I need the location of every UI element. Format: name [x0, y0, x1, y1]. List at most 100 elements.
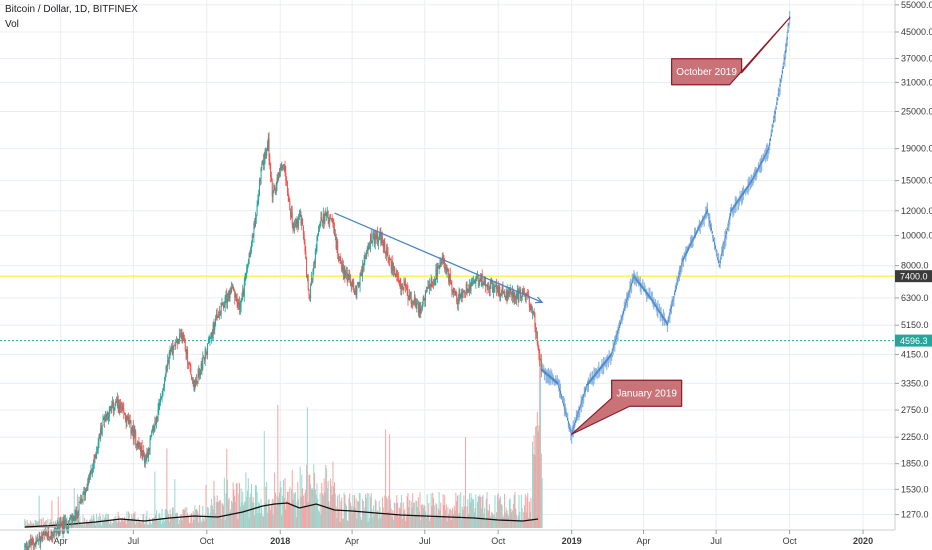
candle-body — [34, 544, 36, 546]
volume-bar — [528, 501, 530, 528]
volume-bar — [38, 495, 40, 528]
volume-bar — [476, 502, 478, 528]
volume-bar — [536, 425, 538, 528]
candle-body — [334, 233, 336, 235]
projection-body — [706, 209, 708, 213]
volume-bar — [324, 492, 326, 528]
volume-bar — [238, 493, 240, 528]
candle-body — [417, 303, 419, 305]
projection-body — [610, 353, 612, 357]
projection-body — [591, 376, 594, 380]
volume-bar — [131, 514, 133, 528]
candle-body — [373, 233, 375, 245]
candle-body — [149, 438, 151, 451]
candle-body — [415, 303, 417, 309]
projection-body — [757, 168, 759, 172]
projection-body — [642, 286, 644, 290]
volume-bar — [367, 521, 369, 528]
volume-bar — [274, 493, 276, 528]
candle-body — [281, 166, 283, 168]
volume-bar — [290, 489, 292, 528]
volume-bar — [234, 496, 236, 528]
candle-body — [535, 326, 537, 333]
trendline[interactable] — [334, 212, 544, 304]
projection-body — [605, 359, 607, 363]
volume-bar — [179, 514, 181, 528]
candle-body — [154, 422, 156, 431]
time-axis[interactable]: Apr Jul Oct 2018 Apr Jul Oct 2019 Apr Jul Oct 2020 — [0, 529, 895, 546]
price-axis[interactable]: 55000.045000.037000.031000.025000.019000… — [894, 0, 932, 530]
projection-body — [697, 228, 699, 232]
volume-bar — [467, 499, 469, 528]
volume-bar — [223, 477, 225, 528]
candle-body — [417, 303, 419, 314]
candle-body — [242, 289, 244, 298]
candle-body — [141, 446, 143, 459]
candle-body — [536, 332, 538, 344]
volume-bar — [57, 496, 59, 528]
volume-bar — [524, 505, 526, 528]
volume-bar — [441, 515, 443, 528]
volume-bar — [472, 499, 474, 528]
projection-body — [721, 249, 724, 253]
projection-body — [678, 272, 681, 276]
volume-bar — [409, 514, 411, 528]
volume-bar — [187, 515, 189, 528]
candle-body — [97, 442, 99, 450]
volume-bar — [244, 501, 246, 528]
projection-body — [647, 293, 649, 297]
volume-bar — [540, 354, 542, 528]
candle-body — [448, 268, 450, 283]
volume-bar — [401, 494, 403, 528]
candle-body — [500, 294, 502, 298]
candle-body — [514, 292, 516, 298]
volume-bar — [239, 482, 241, 528]
volume-bar — [412, 493, 414, 528]
candle-body — [452, 287, 454, 293]
candle-body — [78, 501, 80, 511]
projection-body — [636, 278, 638, 282]
projection-body — [727, 223, 729, 227]
volume-bar — [267, 500, 269, 528]
candle-body — [419, 306, 421, 313]
candle-body — [166, 365, 168, 367]
candle-body — [66, 528, 68, 530]
volume-bar — [181, 520, 183, 528]
candle-body — [104, 416, 106, 422]
volume-bar — [507, 514, 509, 528]
volume-bar — [459, 513, 461, 528]
volume-bar — [189, 523, 191, 528]
volume-bar — [329, 506, 331, 528]
volume-bar — [88, 522, 90, 528]
volume-bar — [429, 520, 431, 528]
candle-body — [124, 412, 126, 414]
projection-body — [704, 214, 706, 218]
candle-body — [271, 181, 273, 197]
projection-body — [705, 212, 707, 216]
volume-bar — [456, 495, 458, 528]
volume-bar — [214, 496, 216, 528]
volume-bar — [187, 513, 189, 528]
projection-body — [582, 396, 584, 400]
volume-bar — [442, 494, 444, 528]
projection-body — [651, 298, 653, 302]
candle-body — [247, 265, 249, 269]
projection-body — [783, 61, 785, 65]
candle-body — [227, 299, 229, 303]
candle-body — [480, 278, 482, 282]
candle-body — [384, 241, 386, 253]
candle-body — [102, 417, 104, 427]
candle-body — [30, 544, 32, 545]
candle-body — [266, 144, 268, 151]
candle-body — [237, 302, 239, 306]
projection-body — [729, 212, 732, 216]
candle-body — [400, 283, 402, 290]
projection-body — [551, 376, 553, 380]
projection-body — [687, 247, 689, 251]
candle-body — [129, 420, 131, 421]
time-tick-label: Oct — [491, 536, 506, 546]
volume-bar — [111, 525, 113, 528]
candle-body — [424, 299, 426, 301]
volume-bar — [526, 496, 528, 528]
